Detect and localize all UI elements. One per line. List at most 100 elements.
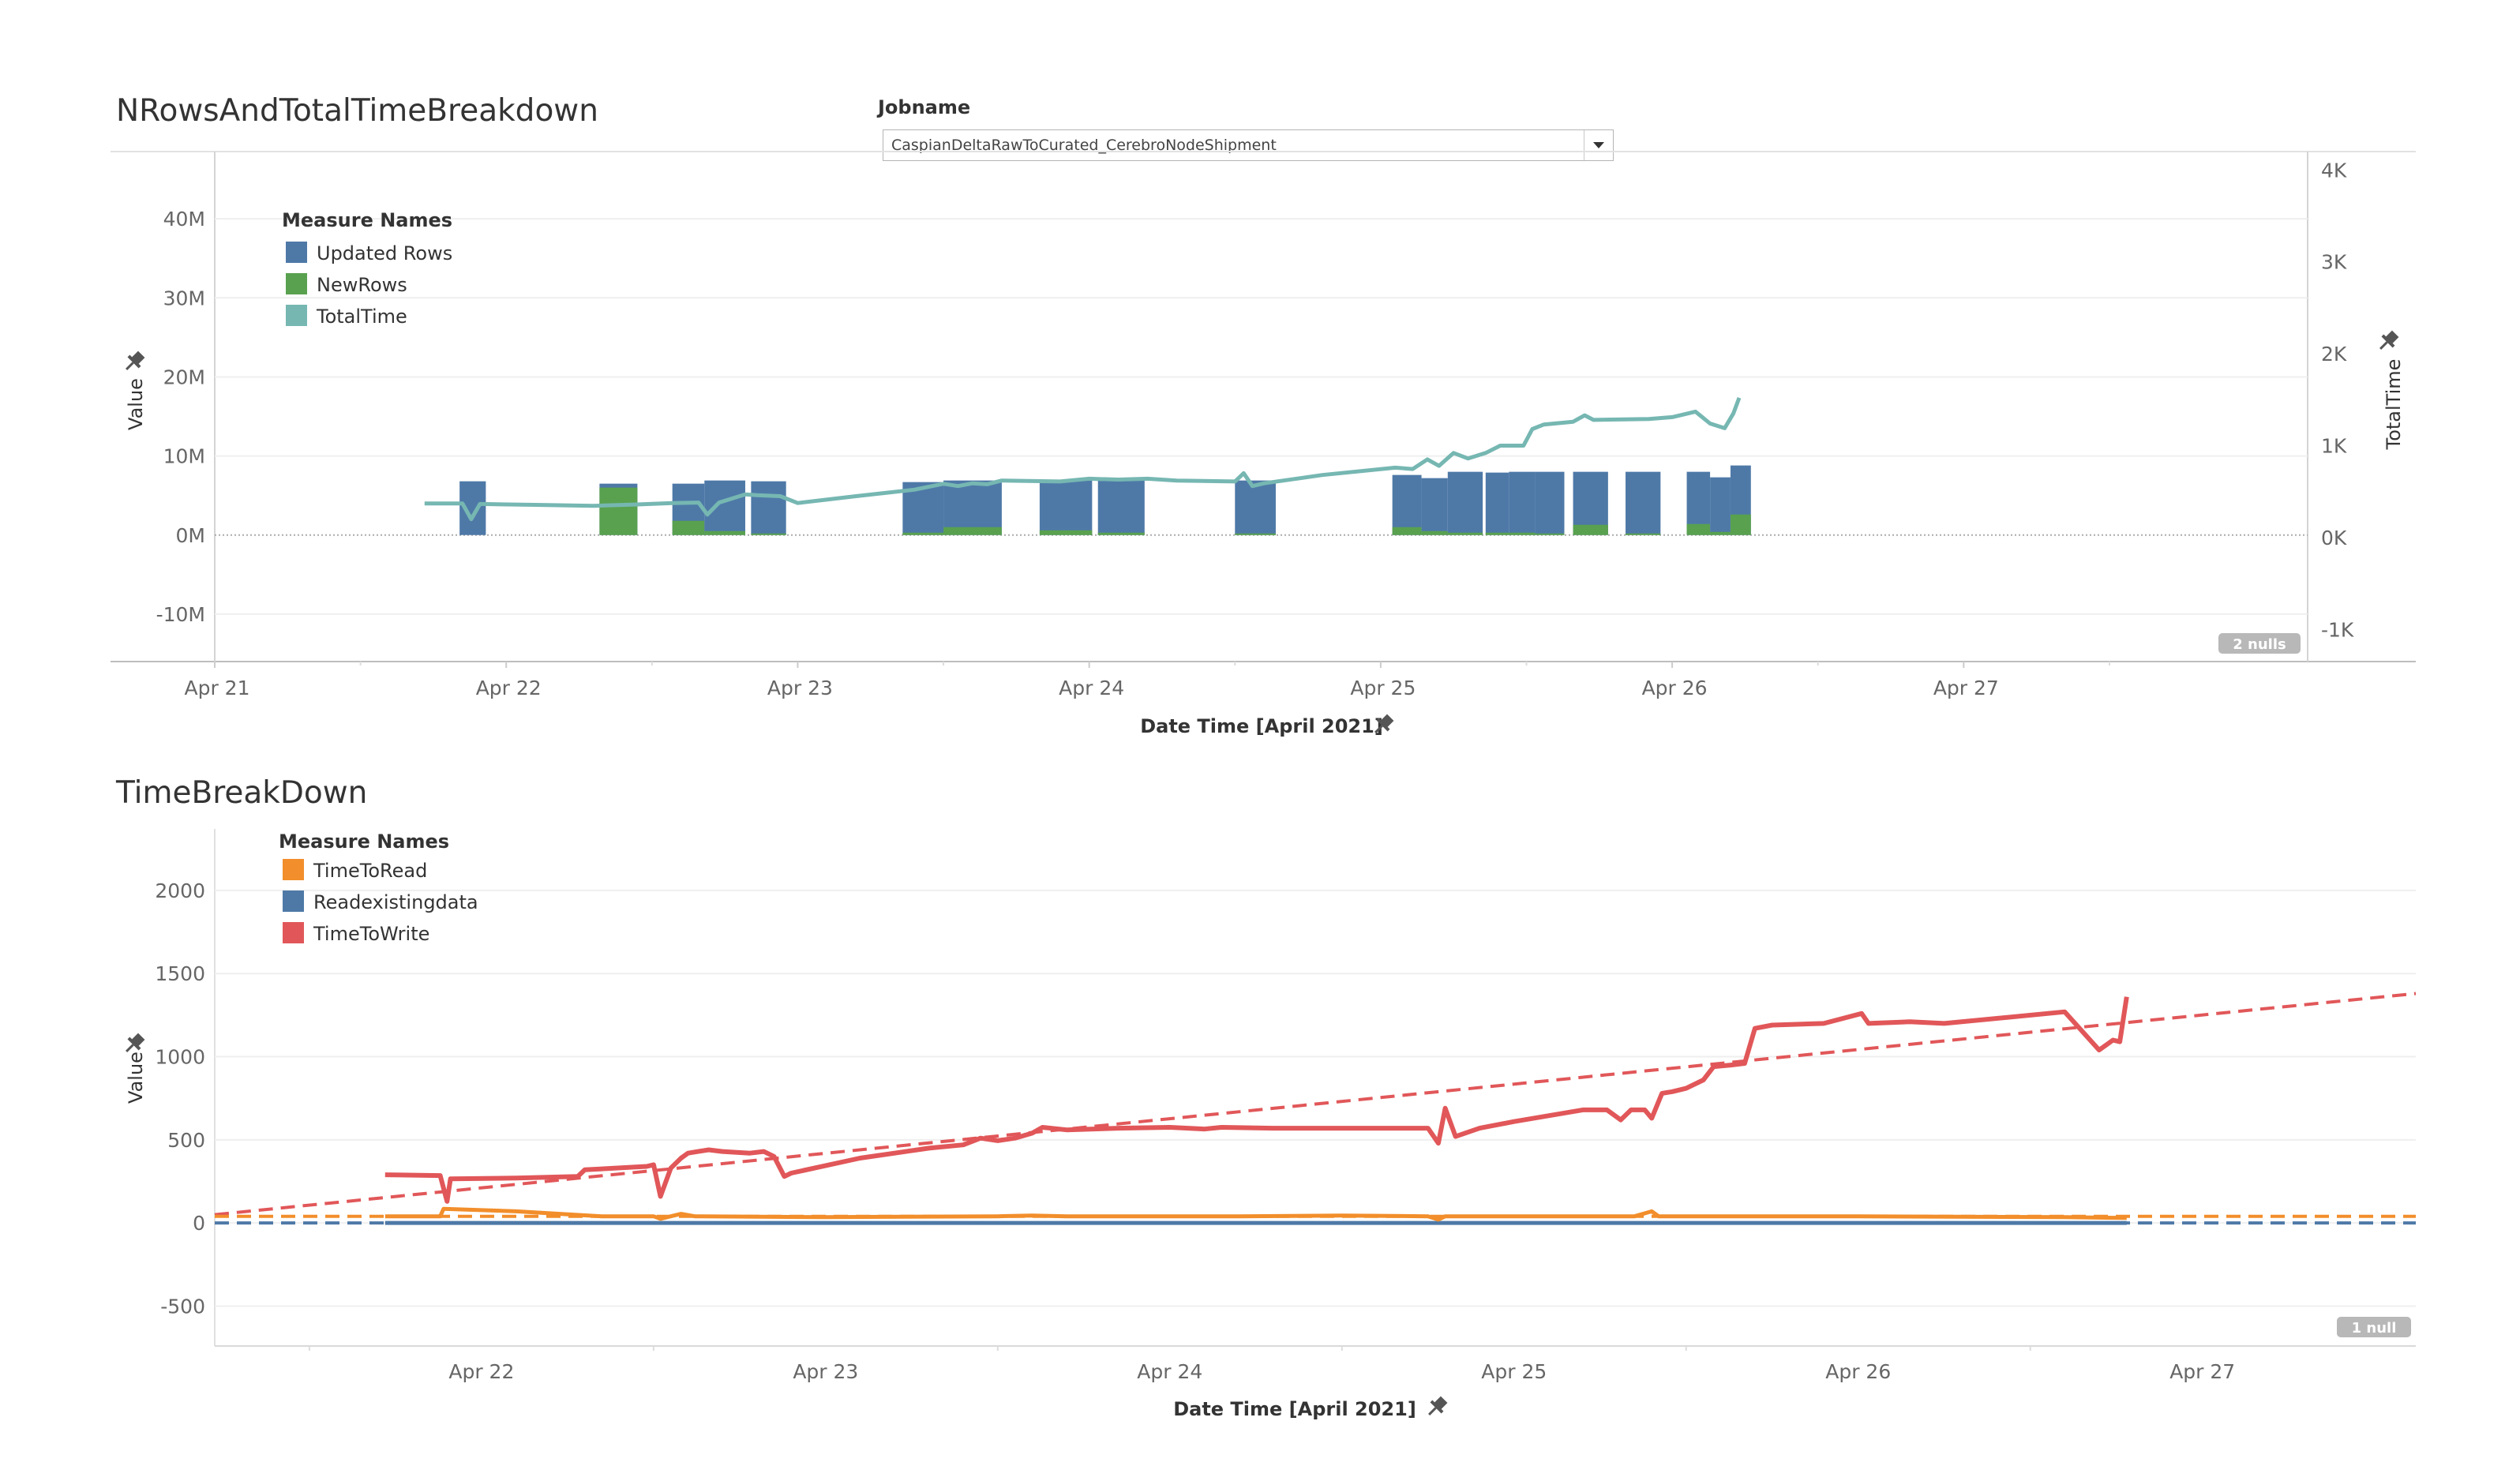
- chart1-y-tick-label: -10M: [156, 603, 205, 626]
- chart1-bar-updated-rows: [704, 480, 745, 535]
- chart2-line-timetoread: [384, 1206, 2127, 1222]
- chart2-y-tick-label: 1500: [155, 962, 205, 985]
- chart1-legend-label: Updated Rows: [317, 242, 452, 264]
- chart1-bar-new-rows: [943, 527, 1002, 535]
- chart2-legend-swatch: [283, 922, 304, 943]
- chart2-legend-swatch: [283, 859, 304, 880]
- pin-icon: [1374, 714, 1394, 733]
- chart2-x-tick-label: Apr 24: [1137, 1360, 1202, 1383]
- chart1-bar-updated-rows: [751, 481, 786, 535]
- chart2-legend-swatch: [283, 890, 304, 912]
- pin-icon-needle: [1428, 1407, 1437, 1415]
- chart1-bar-new-rows: [1535, 533, 1565, 535]
- pin-icon-needle: [1374, 725, 1383, 733]
- chart1-legend-label: NewRows: [317, 274, 407, 296]
- chart1-y-tick-label: 20M: [163, 366, 205, 388]
- chart1-bar-new-rows: [1235, 533, 1276, 535]
- chart1-svg: 40M 30M 20M 10M 0M -10M 4K 3K 2K 1K 0K -1K Apr 21 Apr…: [111, 151, 2416, 737]
- chart2-x-tick-label: Apr 26: [1825, 1360, 1891, 1383]
- chart1-bar-new-rows: [1392, 527, 1422, 535]
- chart1-x-tick-label: Apr 22: [476, 677, 542, 699]
- chart1-nulls-badge: [2218, 633, 2301, 654]
- chart1-line-totaltime: [424, 397, 1742, 522]
- pin-icon-base: [1376, 718, 1390, 732]
- chart1-title: NRowsAndTotalTimeBreakdown: [116, 93, 598, 129]
- pin-icon-needle: [126, 1044, 134, 1052]
- chart1-bar-new-rows: [1039, 530, 1093, 535]
- chart2-x-axis-title: Date Time [April 2021]: [1173, 1398, 1416, 1420]
- chart1-y-tick-label: 0M: [176, 524, 205, 547]
- jobname-filter-label: Jobname: [878, 96, 971, 118]
- chart1-bar-updated-rows: [1235, 480, 1276, 535]
- chart1-bar-new-rows: [902, 532, 944, 535]
- chart1-x-tick-label: Apr 27: [1933, 677, 1999, 699]
- chart2-nulls-badge: [2337, 1317, 2411, 1337]
- pin-icon: [126, 1033, 145, 1052]
- chart1-legend-label: TotalTime: [316, 306, 407, 328]
- chart1-y-tick-label: 40M: [163, 208, 205, 231]
- pin-icon-needle: [2379, 341, 2388, 350]
- chart2-line-timetowrite: [384, 996, 2129, 1204]
- chart1-y2-tick-label: -1K: [2321, 618, 2354, 641]
- chart2-legend-label: TimeToRead: [313, 860, 427, 882]
- chart1-bar-updated-rows: [1447, 471, 1483, 535]
- chart2-trendline-timetowrite: [214, 992, 2417, 1217]
- chart1-bar-updated-rows: [943, 480, 1002, 535]
- chart1-y-tick-label: 10M: [163, 445, 205, 468]
- chart1-x-tick-label: Apr 26: [1642, 677, 1708, 699]
- chart1-y2-tick-label: 1K: [2321, 434, 2347, 457]
- pin-icon-base: [127, 1037, 141, 1051]
- chart2-y-tick-label: 2000: [155, 879, 205, 902]
- chart2-x-tick-label: Apr 27: [2169, 1360, 2235, 1383]
- pin-icon-base: [2381, 334, 2395, 348]
- chart1-bar-updated-rows: [1392, 474, 1422, 535]
- chart1-x-tick-label: Apr 23: [767, 677, 833, 699]
- chart1-y2-tick-label: 3K: [2321, 251, 2347, 274]
- chart2-legend-title: Measure Names: [279, 830, 449, 853]
- pin-icon: [1428, 1396, 1448, 1415]
- chart1-bar-updated-rows: [1039, 480, 1093, 535]
- chart2-y-tick-label: 0: [193, 1212, 205, 1235]
- chevron-down-icon[interactable]: [1584, 130, 1613, 160]
- chart1-bar-new-rows: [1097, 532, 1145, 535]
- chart1-bar-updated-rows: [1097, 480, 1145, 535]
- chart1-bar-updated-rows: [1485, 472, 1509, 535]
- jobname-dropdown[interactable]: CaspianDeltaRawToCurated_CerebroNodeShip…: [883, 129, 1614, 161]
- chart1-bar-updated-rows: [1535, 471, 1565, 535]
- chart1-bar-new-rows: [1710, 531, 1731, 535]
- chart1-x-tick-label: Apr 21: [184, 677, 249, 699]
- jobname-dropdown-value: CaspianDeltaRawToCurated_CerebroNodeShip…: [891, 137, 1277, 154]
- chart2-nulls-badge-label: 1 null: [2352, 1320, 2397, 1337]
- chart1-bar-updated-rows: [1573, 471, 1608, 535]
- chart1-y2-axis-title: TotalTime: [2383, 359, 2405, 451]
- pin-icon: [2379, 330, 2399, 350]
- chart2-title: TimeBreakDown: [116, 775, 368, 811]
- chart2-y-tick-label: -500: [160, 1295, 205, 1318]
- chart1-y-tick-label: 30M: [163, 287, 205, 309]
- pin-icon-base: [127, 354, 141, 369]
- chart2-x-tick-label: Apr 23: [793, 1360, 858, 1383]
- chart1-x-axis-title: Date Time [April 2021]: [1140, 715, 1383, 737]
- chart1-y-axis-title: Value: [125, 378, 147, 430]
- chart1-bar-updated-rows: [1626, 471, 1661, 535]
- pin-icon-base: [1430, 1400, 1444, 1414]
- chart1-bar-new-rows: [704, 531, 745, 535]
- chart2-legend-label: Readexistingdata: [313, 891, 478, 913]
- chart1-bar-new-rows: [751, 533, 786, 535]
- chart1-bar-new-rows: [672, 520, 705, 535]
- pin-icon: [126, 351, 145, 370]
- chart1-nulls-badge-label: 2 nulls: [2233, 636, 2286, 653]
- chart1-bar-new-rows: [599, 487, 638, 535]
- chart1-bar-new-rows: [1421, 531, 1448, 535]
- chart2-svg: 2000 1500 1000 500 0 -500 Apr 22 Apr 23 Apr 24 Ap…: [125, 829, 2417, 1420]
- chart1-bar-new-rows: [1686, 523, 1711, 535]
- chart2-y-axis-title: Value: [125, 1052, 147, 1104]
- chart1-legend-swatch: [286, 242, 307, 263]
- chart1-legend-title: Measure Names: [282, 209, 452, 231]
- chart1-bar-new-rows: [1447, 532, 1483, 535]
- chart1-legend-swatch: [286, 305, 307, 326]
- chart1-bar-updated-rows: [1509, 471, 1536, 535]
- chart1-legend-swatch: [286, 273, 307, 294]
- chart2-legend-label: TimeToWrite: [313, 923, 429, 945]
- chart1-bar-updated-rows: [1710, 477, 1731, 535]
